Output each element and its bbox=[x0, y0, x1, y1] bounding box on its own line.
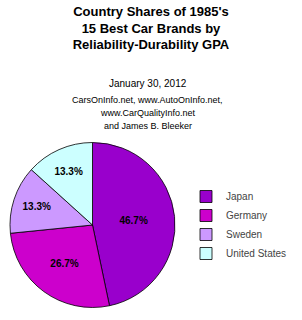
svg-text:www.CarQualityInfo.net: www.CarQualityInfo.net bbox=[100, 108, 196, 118]
svg-text:Country Shares of 1985's15 Bes: Country Shares of 1985's15 Best Car Bran… bbox=[73, 4, 230, 53]
svg-text:Germany: Germany bbox=[226, 210, 267, 221]
svg-text:January 30, 2012: January 30, 2012 bbox=[109, 78, 187, 89]
svg-text:CarsOnInfo.net, www.AutoOnInfo: CarsOnInfo.net, www.AutoOnInfo.net, bbox=[72, 95, 223, 105]
svg-text:46.7%: 46.7% bbox=[119, 215, 147, 226]
svg-text:26.7%: 26.7% bbox=[50, 258, 78, 269]
svg-text:Japan: Japan bbox=[226, 191, 253, 202]
svg-text:Sweden: Sweden bbox=[226, 229, 262, 240]
svg-text:13.3%: 13.3% bbox=[54, 166, 82, 177]
svg-text:and James B. Bleeker: and James B. Bleeker bbox=[104, 121, 192, 131]
svg-text:13.3%: 13.3% bbox=[23, 201, 51, 212]
svg-text:United States: United States bbox=[226, 248, 286, 259]
